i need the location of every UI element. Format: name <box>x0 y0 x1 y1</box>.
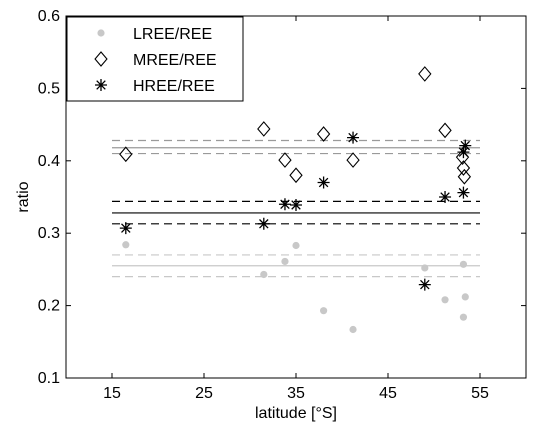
legend-marker-mree-ree <box>94 51 108 67</box>
lree-ree-point <box>122 241 130 249</box>
axis-tick-labels: 15 25 35 45 55 0.1 0.2 0.3 0.4 0.5 0.6 <box>38 8 489 402</box>
legend-marker-lree-ree <box>97 29 105 37</box>
hree-ree-point <box>257 217 270 230</box>
y-tick-label: 0.5 <box>38 80 60 97</box>
mree-ree-point <box>418 66 432 82</box>
legend-label-mree-ree: MREE/REE <box>133 52 217 69</box>
mree-ree-point <box>289 167 303 184</box>
y-tick-label: 0.2 <box>38 298 60 315</box>
lree-ree-point <box>260 270 268 279</box>
mree-ree-point <box>346 152 360 168</box>
mree-ree-point <box>257 121 271 137</box>
legend-marker-hree-ree <box>95 79 107 91</box>
mree-ree-point <box>456 160 471 176</box>
legend-box <box>66 16 244 102</box>
mree-ree-point <box>119 146 133 163</box>
hree-ree-point <box>459 139 472 152</box>
mree-ree-point <box>316 126 331 142</box>
y-tick-label: 0.1 <box>38 370 60 387</box>
mree-ree-point <box>438 122 452 139</box>
x-tick-label: 15 <box>103 385 121 402</box>
y-tick-label: 0.4 <box>38 153 60 170</box>
lree-ree-series <box>122 241 469 334</box>
lree-ree-point <box>292 241 300 250</box>
data-points <box>119 66 472 334</box>
x-tick-label: 55 <box>471 385 489 402</box>
hree-ree-point <box>457 186 470 199</box>
mree-ree-point <box>278 152 292 168</box>
lree-ree-point <box>461 293 469 301</box>
hree-ree-point <box>317 176 330 189</box>
x-axis-label: latitude [°S] <box>255 405 337 422</box>
hree-ree-point <box>457 146 470 159</box>
legend-label-hree-ree: HREE/REE <box>133 78 215 95</box>
legend-label-lree-ree: LREE/REE <box>133 26 212 43</box>
x-tick-label: 35 <box>287 385 305 402</box>
hree-ree-point <box>119 222 132 235</box>
lree-ree-point <box>459 313 468 321</box>
hree-ree-point <box>418 278 431 291</box>
lree-ree-point <box>459 260 468 268</box>
lree-ree-point <box>281 257 289 266</box>
legend: LREE/REE MREE/REE HREE/REE <box>66 16 244 102</box>
hree-ree-series <box>119 131 472 291</box>
lree-ree-point <box>349 325 357 334</box>
lree-ree-point <box>320 307 328 315</box>
y-axis-label: ratio <box>15 181 32 212</box>
axis-ticks <box>66 15 526 379</box>
y-tick-label: 0.6 <box>38 8 60 25</box>
x-tick-label: 45 <box>379 385 397 402</box>
mree-ree-series <box>119 66 472 185</box>
y-tick-label: 0.3 <box>38 225 60 242</box>
hree-ree-point <box>439 191 452 203</box>
hree-ree-point <box>278 198 291 211</box>
mree-ree-point <box>457 168 472 185</box>
lree-ree-point <box>421 264 429 272</box>
lree-ree-point <box>441 296 449 304</box>
x-tick-label: 25 <box>195 385 213 402</box>
hree-ree-point <box>290 198 302 211</box>
hree-ree-point <box>347 131 360 144</box>
